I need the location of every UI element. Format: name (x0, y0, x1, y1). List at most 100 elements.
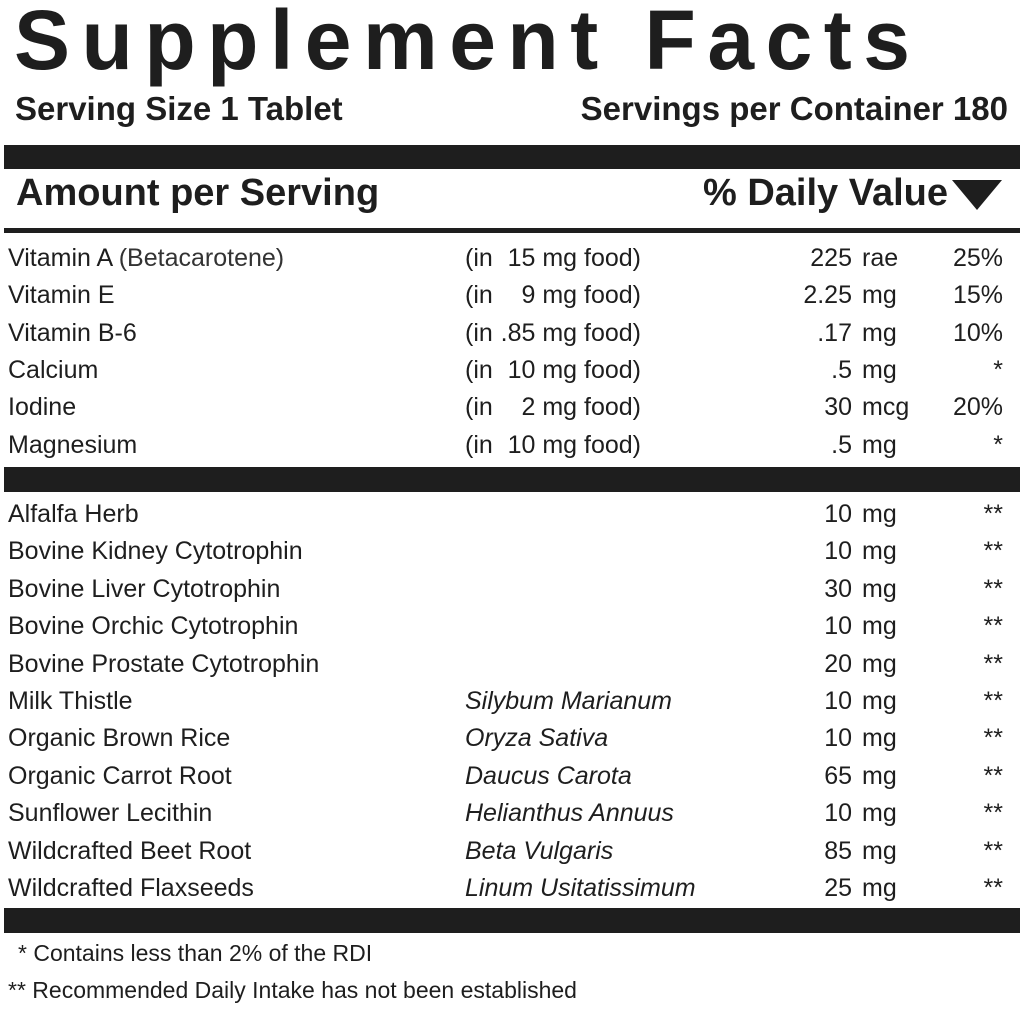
servings-per-container: Servings per Container 180 (580, 90, 1008, 127)
divider-bar (4, 908, 1020, 933)
ingredient-name: Bovine Kidney Cytotrophin (8, 537, 303, 566)
unit: mg (862, 281, 897, 310)
unit: mg (862, 430, 897, 459)
ingredient-name: Bovine Orchic Cytotrophin (8, 612, 299, 641)
daily-value: ** (983, 874, 1003, 902)
amount: 10 (824, 612, 852, 641)
daily-value: 10% (952, 318, 1003, 347)
source-prefix: (in (465, 318, 493, 347)
ingredient-name: Wildcrafted Beet Root (8, 836, 252, 865)
daily-value: ** (983, 649, 1003, 678)
title: Supplement Facts (14, 0, 922, 87)
amount: 85 (824, 836, 852, 865)
food-source: 10 mg food) (507, 355, 641, 384)
unit: mg (862, 318, 897, 347)
unit: mg (862, 761, 897, 790)
nutrient-name: Vitamin A (Betacarotene) (8, 244, 285, 272)
unit: mg (862, 537, 897, 566)
nutrient-note: (Betacarotene) (118, 244, 285, 272)
dv-arrow (952, 180, 1002, 210)
ingredient-name: Organic Carrot Root (8, 761, 232, 790)
amount: 30 (824, 574, 852, 603)
unit: mg (862, 836, 897, 865)
ingredient-name: Organic Brown Rice (8, 724, 231, 753)
daily-value: ** (983, 612, 1003, 641)
nutrient-name: Iodine (8, 393, 77, 422)
nutrient-name: Vitamin E (8, 281, 115, 310)
source-prefix: (in (465, 355, 493, 384)
unit: rae (862, 244, 899, 272)
amount: 10 (824, 799, 852, 828)
unit: mg (862, 687, 897, 715)
divider-bar (4, 145, 1020, 169)
source-prefix: (in (465, 244, 493, 272)
unit: mg (862, 612, 897, 641)
daily-value: ** (983, 500, 1003, 528)
daily-value: * (993, 430, 1003, 459)
daily-value: 25% (952, 244, 1003, 272)
amount: 65 (824, 761, 852, 790)
botanical-name: Linum Usitatissimum (465, 874, 696, 902)
source-prefix: (in (465, 281, 493, 310)
botanical-name: Daucus Carota (465, 761, 632, 790)
daily-value: ** (983, 761, 1003, 790)
daily-value: ** (983, 724, 1003, 753)
ingredient-name: Wildcrafted Flaxseeds (8, 874, 254, 902)
daily-value: 15% (952, 281, 1003, 310)
amount: .17 (817, 318, 852, 347)
divider-bar (4, 467, 1020, 492)
unit: mg (862, 799, 897, 828)
daily-value: ** (983, 836, 1003, 865)
amount: 25 (824, 874, 852, 902)
ingredient-name: Alfalfa Herb (8, 500, 139, 528)
botanical-name: Oryza Sativa (465, 724, 609, 753)
amount: .5 (831, 430, 852, 459)
ingredient-name: Sunflower Lecithin (8, 799, 213, 828)
daily-value: ** (983, 537, 1003, 566)
botanical-name: Silybum Marianum (465, 687, 673, 715)
amount: 2.25 (803, 281, 852, 310)
amount: 225 (810, 244, 852, 272)
unit: mg (862, 574, 897, 603)
unit: mg (862, 724, 897, 753)
food-source: 2 mg food) (521, 393, 641, 422)
source-prefix: (in (465, 393, 493, 422)
food-source: .85 mg food) (500, 318, 641, 347)
unit: mg (862, 649, 897, 678)
nutrient-name: Calcium (8, 355, 99, 384)
unit: mg (862, 355, 897, 384)
nutrient-name: Magnesium (8, 430, 138, 459)
food-source: 15 mg food) (507, 244, 641, 272)
unit: mcg (862, 393, 910, 422)
botanical-name: Helianthus Annuus (465, 799, 674, 828)
daily-value: * (993, 355, 1003, 384)
footnote: * Contains less than 2% of the RDI (18, 940, 373, 966)
amount: 30 (824, 393, 852, 422)
unit: mg (862, 500, 897, 528)
amount: 20 (824, 649, 852, 678)
ingredient-name: Bovine Prostate Cytotrophin (8, 649, 320, 678)
food-source: 10 mg food) (507, 430, 641, 459)
food-source: 9 mg food) (521, 281, 641, 310)
daily-value: ** (983, 799, 1003, 828)
amount: 10 (824, 724, 852, 753)
serving-size: Serving Size 1 Tablet (15, 90, 343, 127)
nutrient-name: Vitamin B-6 (8, 318, 137, 347)
amount: .5 (831, 355, 852, 384)
ingredient-name: Milk Thistle (8, 687, 133, 715)
amount: 10 (824, 500, 852, 528)
botanical-name: Beta Vulgaris (465, 836, 614, 865)
amount: 10 (824, 537, 852, 566)
daily-value: ** (983, 574, 1003, 603)
source-prefix: (in (465, 430, 493, 459)
divider-line (4, 228, 1020, 233)
amount-header: Amount per Serving (16, 172, 380, 214)
amount: 10 (824, 687, 852, 715)
ingredient-name: Bovine Liver Cytotrophin (8, 574, 281, 603)
footnote: ** Recommended Daily Intake has not been… (8, 977, 577, 1003)
dv-header: % Daily Value (702, 172, 948, 214)
unit: mg (862, 874, 897, 902)
daily-value: ** (983, 687, 1003, 715)
daily-value: 20% (952, 393, 1003, 422)
